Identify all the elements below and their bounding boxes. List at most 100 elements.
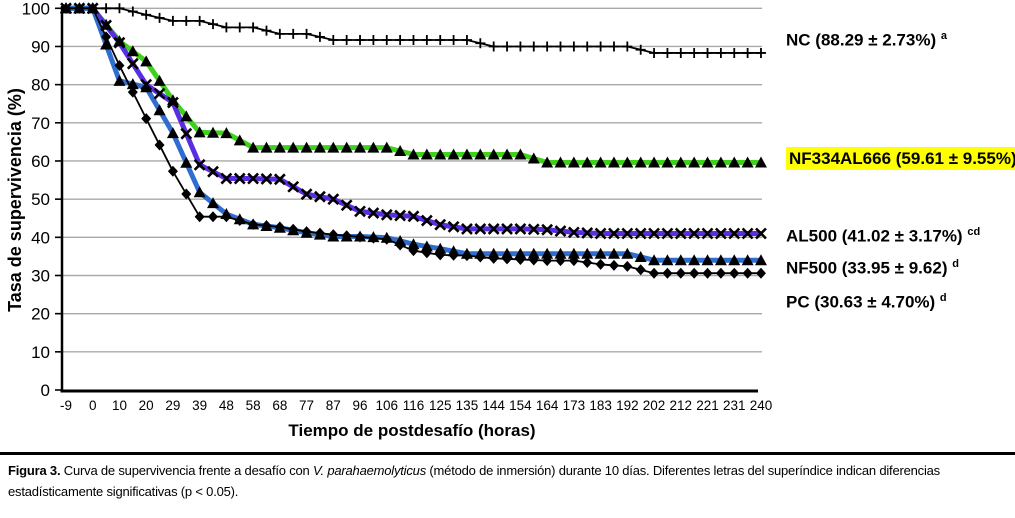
- marker-AL500: [634, 227, 647, 240]
- marker-NC: [288, 28, 299, 39]
- x-tick-label: 231: [723, 398, 746, 413]
- marker-NC: [234, 22, 245, 33]
- marker-AL500: [100, 19, 113, 32]
- marker-AL500: [728, 227, 741, 240]
- marker-NC: [261, 25, 272, 36]
- marker-PC: [167, 165, 178, 177]
- series-label-al500-text: AL500 (41.02 ± 3.17%): [786, 226, 963, 246]
- marker-NC: [127, 6, 138, 17]
- y-axis-title: Tasa de supervivencia (%): [5, 88, 25, 312]
- x-tick-label: 20: [139, 398, 154, 413]
- x-tick-label: 39: [192, 398, 207, 413]
- marker-NF334AL666: [327, 141, 340, 153]
- marker-NF500: [100, 38, 113, 50]
- marker-NC: [702, 47, 713, 58]
- marker-NF334AL666: [420, 148, 433, 160]
- marker-AL500: [447, 220, 460, 233]
- marker-PC: [635, 264, 646, 276]
- marker-NF334AL666: [447, 148, 460, 160]
- marker-NC: [595, 41, 606, 52]
- marker-NF334AL666: [728, 156, 741, 168]
- marker-PC: [475, 251, 486, 263]
- marker-NF500: [126, 78, 139, 90]
- marker-NF334AL666: [340, 141, 353, 153]
- marker-AL500: [714, 227, 727, 240]
- marker-PC: [542, 255, 553, 267]
- marker-PC: [435, 249, 446, 261]
- marker-NF500: [180, 156, 193, 168]
- marker-NC: [635, 44, 646, 55]
- marker-AL500: [741, 227, 754, 240]
- marker-NF500: [113, 74, 126, 86]
- marker-PC: [702, 267, 713, 279]
- marker-AL500: [755, 227, 767, 240]
- marker-PC: [675, 267, 686, 279]
- marker-NF500: [728, 254, 741, 266]
- marker-PC: [502, 253, 513, 265]
- marker-AL500: [113, 36, 126, 49]
- marker-AL500: [420, 214, 433, 227]
- x-tick-label: 0: [89, 398, 97, 413]
- marker-NF334AL666: [394, 145, 407, 157]
- x-axis-title: Tiempo de postdesafío (horas): [288, 421, 536, 440]
- marker-AL500: [474, 223, 487, 235]
- marker-NF334AL666: [113, 35, 126, 47]
- marker-PC: [274, 221, 285, 233]
- x-tick-label: 212: [670, 398, 693, 413]
- marker-NC: [582, 41, 593, 52]
- series-label-nf334al666-text: NF334AL666 (59.61 ± 9.55%): [786, 146, 1015, 170]
- marker-PC: [381, 233, 392, 245]
- marker-NC: [729, 47, 740, 58]
- marker-PC: [461, 250, 472, 262]
- x-tick-label: 77: [299, 398, 314, 413]
- marker-NF500: [567, 247, 580, 259]
- marker-NF500: [648, 254, 661, 266]
- marker-PC: [221, 211, 232, 223]
- figure-caption: Figura 3. Curva de supervivencia frente …: [0, 452, 1015, 503]
- marker-NF334AL666: [674, 156, 687, 168]
- marker-NC: [542, 41, 553, 52]
- marker-NF500: [554, 247, 567, 259]
- caption-text-2: (método de inmersión) durante 10 días. D…: [8, 463, 940, 499]
- marker-NF334AL666: [287, 141, 300, 153]
- x-tick-label: 87: [326, 398, 341, 413]
- marker-NF334AL666: [701, 156, 714, 168]
- x-tick-label: -9: [60, 398, 72, 413]
- marker-AL500: [287, 180, 300, 193]
- marker-NF500: [581, 247, 594, 259]
- marker-NF334AL666: [581, 156, 594, 168]
- marker-NC: [208, 19, 219, 30]
- marker-NC: [622, 41, 633, 52]
- marker-PC: [61, 2, 71, 14]
- x-tick-label: 192: [616, 398, 639, 413]
- x-tick-label: 135: [456, 398, 479, 413]
- marker-NC: [475, 38, 486, 49]
- marker-PC: [114, 60, 125, 72]
- marker-NC: [408, 34, 419, 45]
- marker-NC: [114, 3, 125, 14]
- marker-NF500: [701, 254, 714, 266]
- marker-NF500: [714, 254, 727, 266]
- series-label-al500: AL500 (41.02 ± 3.17%) cd: [786, 226, 980, 247]
- marker-AL500: [394, 209, 407, 222]
- marker-AL500: [340, 199, 353, 212]
- y-tick-label: 70: [31, 114, 50, 133]
- y-tick-label: 80: [31, 76, 50, 95]
- marker-AL500: [461, 223, 473, 235]
- marker-PC: [74, 2, 85, 14]
- marker-PC: [595, 258, 606, 270]
- series-label-nf500-sup: d: [952, 258, 959, 270]
- x-tick-label: 144: [482, 398, 505, 413]
- series-label-nc-text: NC (88.29 ± 2.73%): [786, 30, 937, 50]
- y-tick-label: 100: [22, 0, 50, 18]
- y-tick-label: 0: [41, 381, 50, 400]
- marker-NF334AL666: [220, 127, 233, 139]
- marker-NF500: [741, 254, 754, 266]
- y-tick-label: 50: [31, 190, 50, 209]
- marker-PC: [555, 255, 566, 267]
- marker-NC: [154, 12, 165, 23]
- marker-AL500: [407, 210, 420, 223]
- marker-PC: [127, 86, 138, 98]
- marker-NF500: [166, 127, 179, 139]
- marker-NF500: [193, 186, 206, 198]
